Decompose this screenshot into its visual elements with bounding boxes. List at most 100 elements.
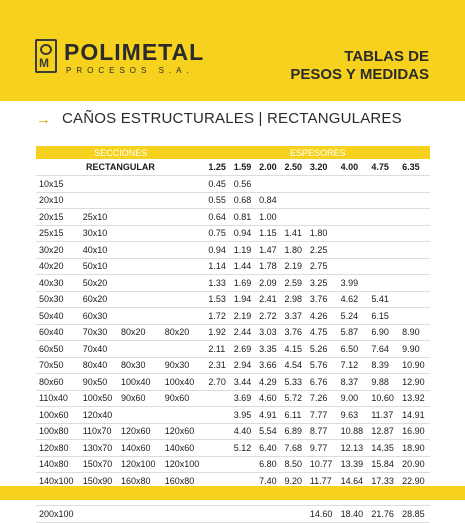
weight-cell xyxy=(256,176,281,193)
weight-cell: 12.87 xyxy=(368,423,399,440)
weight-cell: 1.44 xyxy=(231,258,256,275)
section-cell: 60x30 xyxy=(80,308,118,325)
section-cell: 110x40 xyxy=(36,390,80,407)
weight-cell: 7.68 xyxy=(281,440,306,457)
weight-cell: 3.25 xyxy=(307,275,338,292)
weight-cell: 1.53 xyxy=(205,291,230,308)
weight-cell: 3.37 xyxy=(281,308,306,325)
weight-cell: 2.11 xyxy=(205,341,230,358)
weight-cell: 3.03 xyxy=(256,324,281,341)
weight-cell: 9.77 xyxy=(307,440,338,457)
header-rectangular: RECTANGULAR xyxy=(36,159,205,176)
weight-cell: 2.41 xyxy=(256,291,281,308)
weight-cell xyxy=(399,209,430,226)
section-cell: 20x10 xyxy=(36,192,80,209)
weight-cell xyxy=(205,440,230,457)
weight-cell xyxy=(205,423,230,440)
weight-cell: 7.12 xyxy=(338,357,369,374)
section-cell: 70x40 xyxy=(80,341,118,358)
weights-table: SECCIONES ESPESORES RECTANGULAR 1.25 1.5… xyxy=(36,146,430,523)
section-cell: 80x60 xyxy=(36,374,80,391)
weight-cell: 0.81 xyxy=(231,209,256,226)
weight-cell: 11.37 xyxy=(368,407,399,424)
weight-cell: 10.77 xyxy=(307,456,338,473)
section-cell: 80x20 xyxy=(162,324,206,341)
section-cell: 30x20 xyxy=(36,242,80,259)
weight-cell: 9.88 xyxy=(368,374,399,391)
section-cell: 110x70 xyxy=(80,423,118,440)
section-cell: 120x40 xyxy=(80,407,118,424)
weight-cell: 6.80 xyxy=(256,456,281,473)
weight-cell: 0.45 xyxy=(205,176,230,193)
weight-cell xyxy=(281,192,306,209)
weight-cell xyxy=(399,291,430,308)
weight-cell: 2.59 xyxy=(281,275,306,292)
section-cell: 40x20 xyxy=(36,258,80,275)
thickness-header: 1.59 xyxy=(231,159,256,176)
header-band: M POLIMETAL PROCESOS S.A. TABLAS DE PESO… xyxy=(0,0,465,101)
thickness-header: 1.25 xyxy=(205,159,230,176)
weight-cell xyxy=(368,258,399,275)
weight-cell: 1.92 xyxy=(205,324,230,341)
weight-cell: 3.95 xyxy=(231,407,256,424)
weight-cell xyxy=(307,176,338,193)
weight-cell xyxy=(205,456,230,473)
section-cell: 100x60 xyxy=(36,407,80,424)
thickness-header: 2.00 xyxy=(256,159,281,176)
section-cell: 120x100 xyxy=(162,456,206,473)
section-cell xyxy=(162,291,206,308)
title-line-2: PESOS Y MEDIDAS xyxy=(290,66,429,84)
section-cell xyxy=(118,225,162,242)
section-cell xyxy=(118,407,162,424)
weight-cell: 6.50 xyxy=(338,341,369,358)
weight-cell xyxy=(205,506,230,523)
weight-cell xyxy=(368,209,399,226)
section-cell: 30x10 xyxy=(80,225,118,242)
thickness-header: 2.50 xyxy=(281,159,306,176)
weight-cell xyxy=(338,192,369,209)
weight-cell xyxy=(368,275,399,292)
weight-cell: 6.40 xyxy=(256,440,281,457)
thickness-header: 4.75 xyxy=(368,159,399,176)
weight-cell xyxy=(338,209,369,226)
table-column-header: RECTANGULAR 1.25 1.59 2.00 2.50 3.20 4.0… xyxy=(36,159,430,176)
weight-cell: 0.75 xyxy=(205,225,230,242)
weight-cell: 3.66 xyxy=(256,357,281,374)
weight-cell: 2.25 xyxy=(307,242,338,259)
section-cell xyxy=(162,242,206,259)
weight-cell: 1.15 xyxy=(256,225,281,242)
section-cell xyxy=(162,407,206,424)
section-cell: 70x30 xyxy=(80,324,118,341)
thickness-header: 4.00 xyxy=(338,159,369,176)
weight-cell: 1.19 xyxy=(231,242,256,259)
weight-cell: 1.80 xyxy=(281,242,306,259)
section-cell: 40x10 xyxy=(80,242,118,259)
document-title: TABLAS DE PESOS Y MEDIDAS xyxy=(290,48,429,84)
weight-cell: 6.89 xyxy=(281,423,306,440)
section-cell: 25x15 xyxy=(36,225,80,242)
weight-cell: 3.76 xyxy=(281,324,306,341)
weight-cell xyxy=(399,258,430,275)
weight-cell: 2.70 xyxy=(205,374,230,391)
section-cell: 80x40 xyxy=(80,357,118,374)
weight-cell: 4.60 xyxy=(256,390,281,407)
title-line-1: TABLAS DE xyxy=(290,48,429,66)
weight-cell: 2.19 xyxy=(281,258,306,275)
footer-band xyxy=(0,486,465,500)
weight-cell: 12.90 xyxy=(399,374,430,391)
section-cell: 120x100 xyxy=(118,456,162,473)
section-cell: 120x60 xyxy=(118,423,162,440)
weight-cell xyxy=(205,390,230,407)
section-cell: 120x80 xyxy=(36,440,80,457)
section-cell xyxy=(80,192,118,209)
section-cell xyxy=(162,275,206,292)
section-cell xyxy=(162,258,206,275)
